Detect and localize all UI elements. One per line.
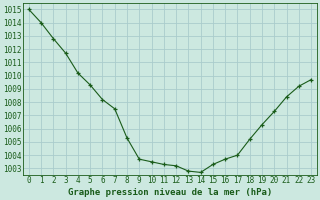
X-axis label: Graphe pression niveau de la mer (hPa): Graphe pression niveau de la mer (hPa) bbox=[68, 188, 272, 197]
